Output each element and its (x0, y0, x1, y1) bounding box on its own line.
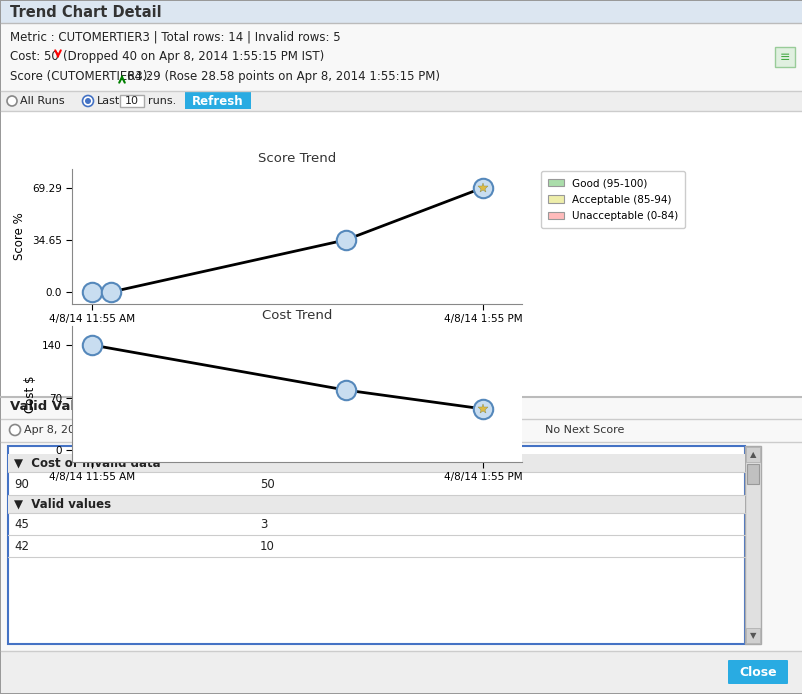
Circle shape (10, 425, 21, 436)
Text: ★: ★ (253, 425, 261, 434)
Y-axis label: Cost $: Cost $ (23, 375, 37, 413)
Y-axis label: Score %: Score % (14, 212, 26, 260)
FancyBboxPatch shape (774, 47, 794, 67)
Text: Apr 8, 2014 1:28:53 PM: Apr 8, 2014 1:28:53 PM (24, 425, 155, 435)
FancyBboxPatch shape (8, 454, 744, 472)
Text: runs.: runs. (148, 96, 176, 106)
FancyBboxPatch shape (745, 628, 759, 643)
FancyBboxPatch shape (1, 651, 801, 693)
FancyBboxPatch shape (8, 495, 744, 513)
FancyBboxPatch shape (184, 92, 251, 109)
FancyBboxPatch shape (1, 23, 801, 91)
Circle shape (7, 96, 17, 106)
Text: Trend Chart Detail: Trend Chart Detail (10, 4, 161, 19)
Text: No Next Score: No Next Score (545, 425, 624, 435)
Text: Metric : CUTOMERTIER3 | Total rows: 14 | Invalid rows: 5: Metric : CUTOMERTIER3 | Total rows: 14 |… (10, 31, 340, 44)
Text: Apr 8, 2014 1:55:15 PM: Apr 8, 2014 1:55:15 PM (269, 425, 400, 435)
FancyBboxPatch shape (745, 447, 759, 462)
Text: ▼  Cost of invalid data: ▼ Cost of invalid data (14, 457, 160, 470)
Text: Last: Last (97, 96, 120, 106)
Text: (Dropped 40 on Apr 8, 2014 1:55:15 PM IST): (Dropped 40 on Apr 8, 2014 1:55:15 PM IS… (63, 49, 324, 62)
Legend: Good (95-100), Acceptable (85-94), Unacceptable (0-84): Good (95-100), Acceptable (85-94), Unacc… (540, 171, 685, 228)
FancyBboxPatch shape (119, 95, 144, 107)
FancyBboxPatch shape (746, 464, 758, 484)
FancyBboxPatch shape (1, 91, 801, 111)
Text: Valid Values: Valid Values (10, 400, 101, 412)
Text: Refresh: Refresh (192, 94, 244, 108)
FancyBboxPatch shape (1, 397, 801, 651)
Text: ▼  Valid values: ▼ Valid values (14, 498, 111, 511)
Text: 64.29 (Rose 28.58 points on Apr 8, 2014 1:55:15 PM): 64.29 (Rose 28.58 points on Apr 8, 2014 … (127, 69, 439, 83)
Text: 90: 90 (14, 477, 29, 491)
Text: 50: 50 (260, 477, 274, 491)
FancyBboxPatch shape (1, 111, 801, 397)
FancyBboxPatch shape (727, 660, 787, 684)
Text: All Runs: All Runs (20, 96, 64, 106)
Text: ▲: ▲ (749, 450, 755, 459)
Text: 3: 3 (260, 518, 267, 532)
Text: 10: 10 (260, 541, 274, 554)
FancyBboxPatch shape (8, 446, 744, 644)
Text: Close: Close (739, 666, 776, 679)
Text: ≡: ≡ (779, 51, 789, 63)
Circle shape (249, 422, 265, 438)
Text: 45: 45 (14, 518, 29, 532)
Circle shape (83, 96, 93, 106)
Circle shape (85, 98, 91, 104)
FancyBboxPatch shape (1, 1, 801, 23)
Title: Score Trend: Score Trend (257, 152, 336, 164)
Text: Cost: 50: Cost: 50 (10, 49, 63, 62)
Text: Score (CUTOMERTIER3):: Score (CUTOMERTIER3): (10, 69, 155, 83)
Text: 42: 42 (14, 541, 29, 554)
Title: Cost Trend: Cost Trend (261, 310, 332, 322)
Text: ▼: ▼ (749, 632, 755, 641)
FancyBboxPatch shape (744, 446, 760, 644)
Text: 10: 10 (125, 96, 139, 106)
